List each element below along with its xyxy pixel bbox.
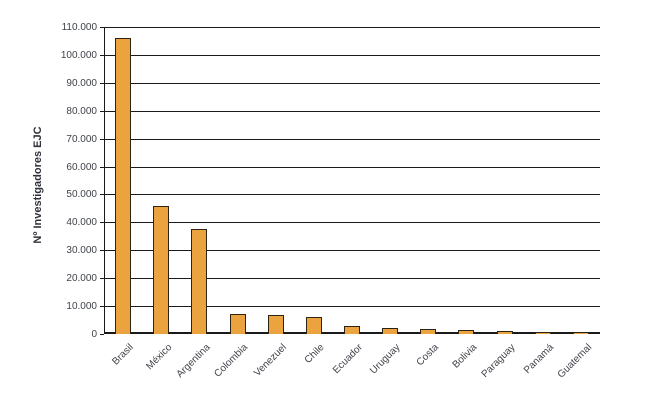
- y-tick-mark: [100, 54, 104, 56]
- y-tick-mark: [100, 138, 104, 140]
- gridline: [105, 250, 600, 252]
- y-tick-label: 110.000: [61, 22, 97, 33]
- gridline: [105, 166, 600, 168]
- gridline: [105, 27, 600, 28]
- x-tick-label: Costa: [414, 342, 442, 369]
- y-tick-label: 40.000: [66, 217, 97, 229]
- y-tick-label: 100.000: [60, 49, 97, 61]
- bar-brasil: [115, 38, 131, 334]
- x-tick-label: México: [143, 342, 175, 373]
- y-tick-label: 80.000: [66, 105, 97, 117]
- y-tick-label: 30.000: [66, 245, 97, 257]
- y-tick-label: 90.000: [66, 77, 97, 89]
- x-tick-label: Chile: [302, 342, 327, 366]
- bar-costa: [420, 329, 436, 334]
- gridline: [105, 82, 600, 84]
- y-tick-label: 60.000: [66, 161, 97, 173]
- y-tick-label: 70.000: [66, 133, 97, 145]
- bar-venezuel: [268, 315, 284, 334]
- bar-uruguay: [382, 328, 398, 334]
- x-tick-label: Colombia: [212, 342, 251, 380]
- x-tick-label: Guatemal: [555, 342, 594, 381]
- y-tick-label: 20.000: [66, 273, 97, 285]
- y-tick-mark: [100, 166, 104, 168]
- x-tick-label: Paraguay: [479, 342, 518, 381]
- x-tick-label: Argentina: [174, 342, 213, 381]
- y-tick-mark: [100, 27, 104, 28]
- y-tick-mark: [100, 306, 104, 308]
- bar-guatemal: [573, 332, 589, 334]
- x-tick-label: Brasil: [110, 342, 136, 368]
- y-tick-mark: [100, 250, 104, 252]
- y-tick-mark: [100, 82, 104, 84]
- y-tick-mark: [100, 222, 104, 224]
- y-tick-mark: [100, 110, 104, 112]
- gridline: [105, 278, 600, 280]
- gridline: [105, 222, 600, 224]
- x-tick-label: Bolivia: [450, 342, 480, 371]
- x-tick-label: Venezuel: [251, 342, 289, 379]
- gridline: [105, 194, 600, 196]
- gridline: [105, 306, 600, 308]
- x-tick-label: Ecuador: [330, 342, 365, 377]
- plot-area: [104, 27, 600, 334]
- bar-paraguay: [497, 331, 513, 334]
- y-tick-mark: [100, 334, 104, 335]
- x-tick-label: Panamá: [521, 342, 556, 377]
- y-tick-label: 0: [91, 329, 97, 340]
- y-tick-label: 50.000: [66, 189, 97, 201]
- y-axis-title: Nº Investigadores EJC: [32, 126, 44, 244]
- y-tick-mark: [100, 278, 104, 280]
- bar-panama: [535, 332, 551, 334]
- y-tick-mark: [100, 194, 104, 196]
- bar-chile: [306, 317, 322, 334]
- gridline: [105, 138, 600, 140]
- y-tick-label: 10.000: [66, 301, 97, 313]
- bar-bolivia: [458, 330, 474, 334]
- gridline: [105, 54, 600, 56]
- x-tick-label: Uruguay: [368, 342, 403, 377]
- gridline: [105, 110, 600, 112]
- bar-argentina: [191, 229, 207, 334]
- bar-mexico: [153, 206, 169, 334]
- bar-colombia: [230, 314, 246, 334]
- bar-ecuador: [344, 326, 360, 334]
